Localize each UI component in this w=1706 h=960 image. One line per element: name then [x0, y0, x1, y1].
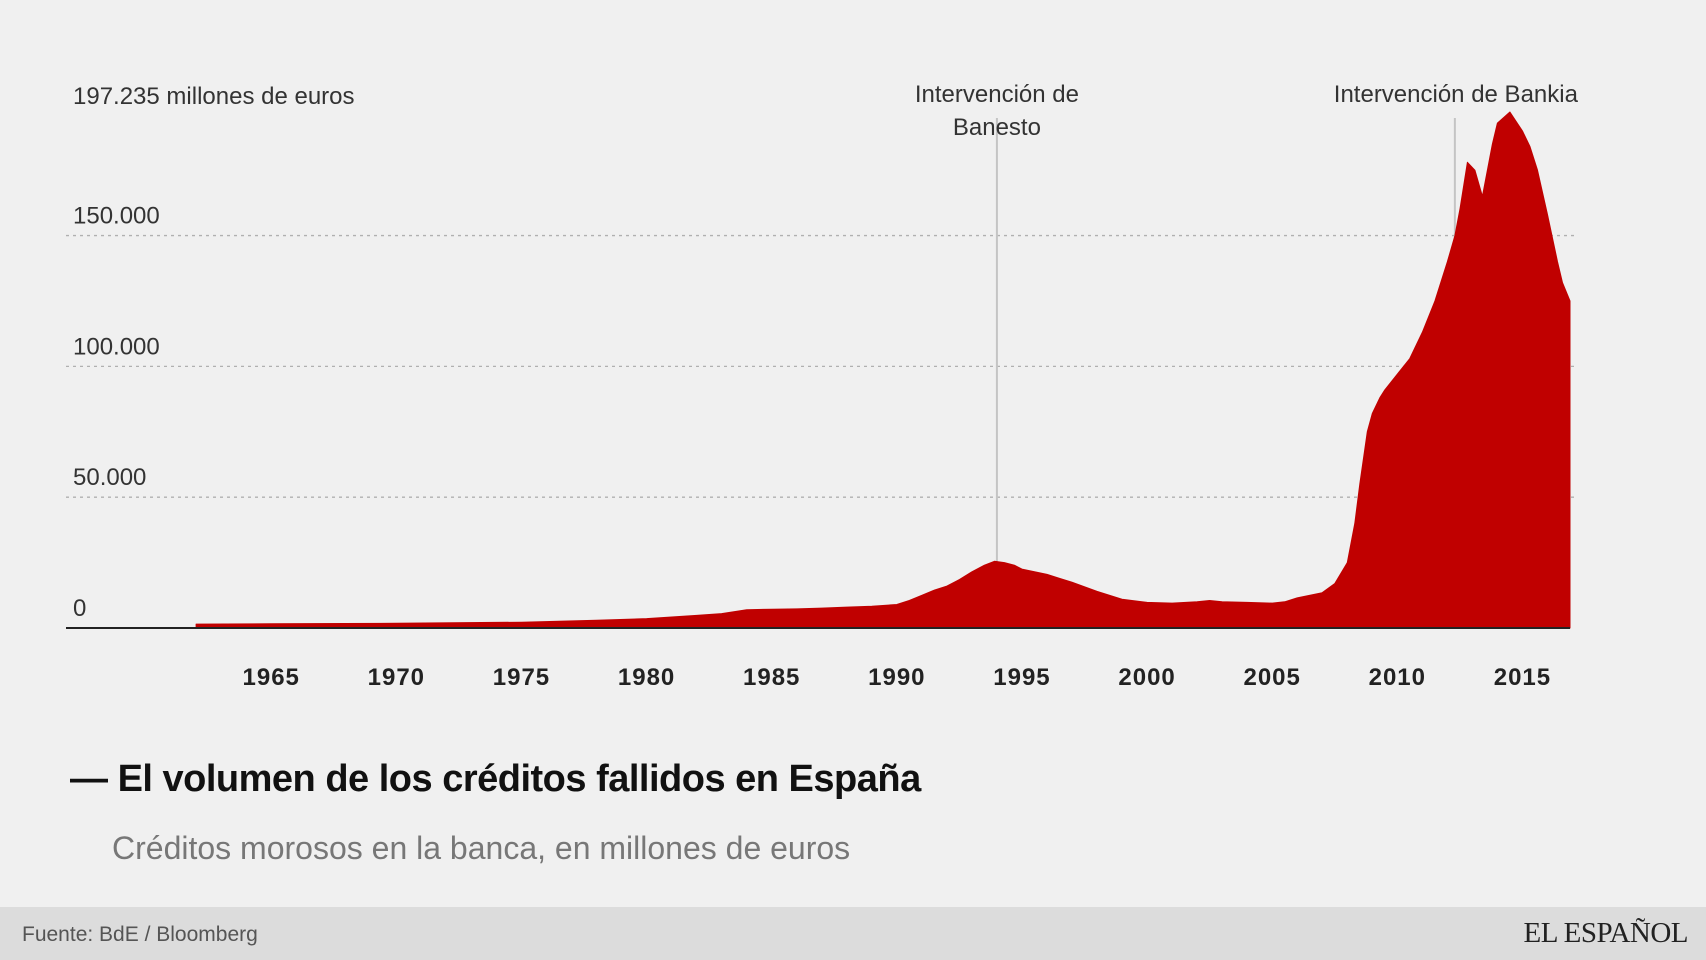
label-layer: 0 50.000 100.000 150.000 197.235 millones de…	[73, 81, 1579, 691]
source-text: Fuente: BdE / Bloomberg	[22, 923, 258, 946]
y-tick-label-0: 0	[73, 595, 86, 622]
x-tick-label-1980: 1980	[618, 664, 675, 691]
nonperforming-loans-area	[195, 111, 1571, 629]
x-tick-label-2000: 2000	[1118, 664, 1175, 691]
x-tick-label-1985: 1985	[743, 664, 800, 691]
title-text: El volumen de los créditos fallidos en E…	[117, 758, 922, 800]
x-tick-label-1995: 1995	[993, 664, 1050, 691]
area-chart: 0 50.000 100.000 150.000 197.235 millones de…	[66, 81, 1579, 691]
x-tick-label-2015: 2015	[1494, 664, 1551, 691]
title-dash: —	[70, 758, 108, 800]
area-layer	[195, 111, 1571, 629]
x-tick-label-1975: 1975	[493, 664, 550, 691]
chart-title: — El volumen de los créditos fallidos en…	[70, 758, 921, 801]
annotation-1-line-0: Intervención de Bankia	[1334, 81, 1579, 108]
y-max-label: 197.235 millones de euros	[73, 83, 355, 110]
annotation-0-line-0: Intervención de	[915, 81, 1079, 108]
x-tick-label-2005: 2005	[1243, 664, 1300, 691]
y-tick-label-100.000: 100.000	[73, 333, 160, 360]
annotation-0-line-1: Banesto	[953, 114, 1041, 141]
x-tick-label-1970: 1970	[368, 664, 425, 691]
x-tick-label-2010: 2010	[1369, 664, 1426, 691]
grid-layer	[66, 234, 1576, 498]
x-tick-label-1965: 1965	[243, 664, 300, 691]
y-tick-label-150.000: 150.000	[73, 203, 160, 230]
x-tick-label-1990: 1990	[868, 664, 925, 691]
chart-area: 0 50.000 100.000 150.000 197.235 millones de…	[66, 81, 1579, 691]
brand-logo: EL ESPAÑOL	[1523, 917, 1689, 949]
footer-bar: Fuente: BdE / Bloomberg EL ESPAÑOL	[0, 907, 1706, 960]
chart-subtitle: Créditos morosos en la banca, en millone…	[112, 830, 851, 866]
y-tick-label-50.000: 50.000	[73, 464, 146, 491]
